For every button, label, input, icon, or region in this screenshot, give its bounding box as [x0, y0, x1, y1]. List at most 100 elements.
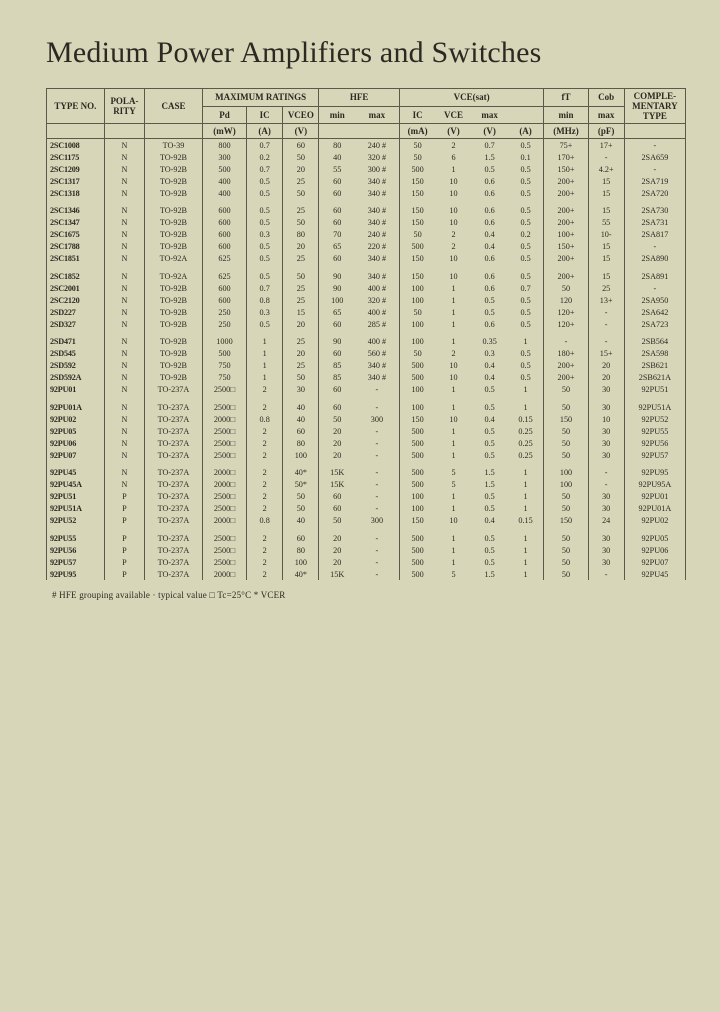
cell: 100 [399, 491, 435, 503]
cell: 60 [319, 199, 355, 217]
cell: 100 [399, 294, 435, 306]
cell: 0.6 [472, 175, 508, 187]
th-cobunit: (pF) [588, 124, 624, 139]
table-row: 2SD592ANTO-92B75015085340 #500100.40.520… [47, 372, 686, 384]
cell: 150 [399, 413, 435, 425]
cell: 92PU52 [47, 515, 105, 527]
cell: 340 # [355, 175, 399, 187]
cell: 1 [247, 372, 283, 384]
cell: 0.2 [247, 151, 283, 163]
cell: 200+ [544, 372, 588, 384]
cell: 2 [247, 461, 283, 479]
cell: 92PU05 [624, 527, 685, 545]
th-vcevunit: (V) [435, 124, 471, 139]
cell: 625 [202, 265, 246, 283]
cell: 1 [508, 491, 544, 503]
cell: 1.5 [472, 461, 508, 479]
cell: 20 [283, 163, 319, 175]
cell: 30 [588, 384, 624, 396]
cell: 150 [544, 413, 588, 425]
table-row: 92PU95PTO-237A2000□240*15K-50051.5150-92… [47, 568, 686, 580]
cell: 1.5 [472, 568, 508, 580]
cell: 50* [283, 479, 319, 491]
cell: - [588, 151, 624, 163]
cell: 10 [435, 217, 471, 229]
th-polarity: POLA-RITY [104, 89, 144, 124]
table-row: 2SD545NTO-92B50012060560 #5020.30.5180+1… [47, 348, 686, 360]
cell: N [104, 348, 144, 360]
th-vceaunit: (A) [508, 124, 544, 139]
cell: 0.5 [508, 241, 544, 253]
cell: 0.2 [508, 229, 544, 241]
th-blank [47, 124, 105, 139]
table-row: 92PU55PTO-237A2500□26020-50010.51503092P… [47, 527, 686, 545]
cell: 2 [435, 348, 471, 360]
cell: TO-92B [145, 199, 203, 217]
th-case: CASE [145, 89, 203, 124]
table-body: 2SC1008NTO-398000.76080240 #5020.70.575+… [47, 139, 686, 581]
cell: 500 [399, 544, 435, 556]
cell: 250 [202, 318, 246, 330]
cell: - [544, 330, 588, 348]
cell: P [104, 556, 144, 568]
cell: 2000□ [202, 479, 246, 491]
th-vceic: IC [399, 106, 435, 124]
cell: 92PU07 [47, 449, 105, 461]
cell: 92PU01 [624, 491, 685, 503]
cell: 50 [544, 449, 588, 461]
cell: 320 # [355, 294, 399, 306]
cell: N [104, 306, 144, 318]
th-vcesat: VCE(sat) [399, 89, 544, 107]
cell: 0.4 [472, 372, 508, 384]
cell: 1 [508, 527, 544, 545]
cell: TO-92B [145, 175, 203, 187]
th-icunit: (A) [247, 124, 283, 139]
cell: 50 [544, 568, 588, 580]
cell: 500 [399, 556, 435, 568]
cell: TO-237A [145, 491, 203, 503]
cell: 50 [544, 556, 588, 568]
table-row: 2SC1318NTO-92B4000.55060340 #150100.60.5… [47, 187, 686, 199]
cell: 13+ [588, 294, 624, 306]
cell: 50 [399, 151, 435, 163]
cell: 0.5 [472, 503, 508, 515]
cell: 30 [283, 384, 319, 396]
cell: 2SD227 [47, 306, 105, 318]
cell: 0.5 [472, 556, 508, 568]
cell: 0.5 [247, 318, 283, 330]
cell: TO-92B [145, 217, 203, 229]
cell: 50 [319, 515, 355, 527]
cell: 20 [319, 544, 355, 556]
cell: 0.35 [472, 330, 508, 348]
cell: 2SA720 [624, 187, 685, 199]
cell: 10 [435, 360, 471, 372]
table-row: 2SC1008NTO-398000.76080240 #5020.70.575+… [47, 139, 686, 152]
cell: 2SA723 [624, 318, 685, 330]
cell: 25 [283, 199, 319, 217]
cell: 2 [247, 449, 283, 461]
cell: 0.5 [247, 175, 283, 187]
cell: - [355, 479, 399, 491]
cell: TO-237A [145, 556, 203, 568]
cell: 40 [283, 413, 319, 425]
cell: 2500□ [202, 556, 246, 568]
cell: TO-237A [145, 503, 203, 515]
cell: 340 # [355, 199, 399, 217]
cell: 500 [399, 568, 435, 580]
cell: 170+ [544, 151, 588, 163]
cell: 200+ [544, 187, 588, 199]
cell: 92PU05 [47, 425, 105, 437]
cell: 50 [399, 306, 435, 318]
cell: 0.5 [472, 527, 508, 545]
cell: 2SB564 [624, 330, 685, 348]
cell: 75+ [544, 139, 588, 152]
cell: 1 [435, 544, 471, 556]
cell: 2SA890 [624, 253, 685, 265]
cell: 2500□ [202, 503, 246, 515]
cell: N [104, 241, 144, 253]
cell: N [104, 229, 144, 241]
cell: N [104, 413, 144, 425]
cell: 92PU95 [47, 568, 105, 580]
th-blank [319, 124, 355, 139]
cell: 55 [588, 217, 624, 229]
